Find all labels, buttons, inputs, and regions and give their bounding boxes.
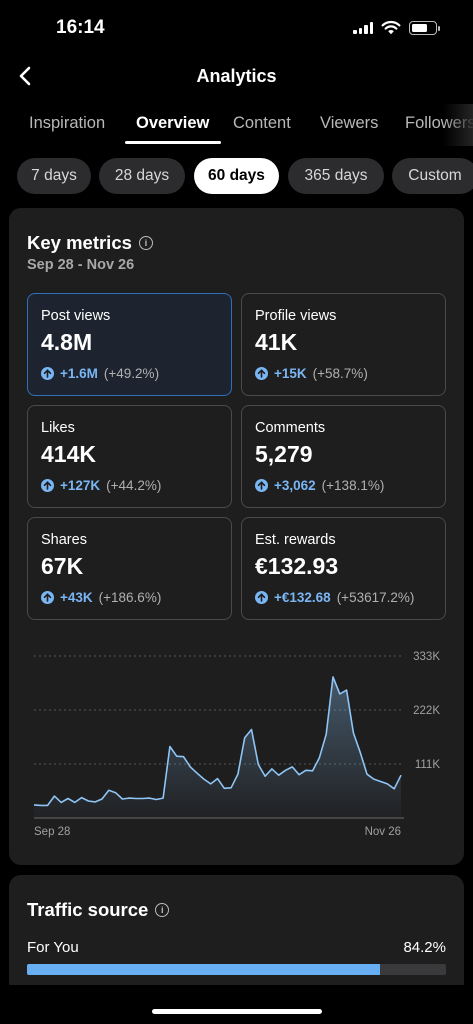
range-365-days[interactable]: 365 days (288, 158, 384, 194)
metric-change: +15K (+58.7%) (255, 366, 368, 381)
key-metrics-header: Key metrics i (27, 232, 153, 254)
metric-percent: (+138.1%) (321, 478, 385, 493)
chart-series-line (33, 676, 402, 807)
chart-area-fill (34, 676, 401, 818)
metric-change: +43K (+186.6%) (41, 590, 161, 605)
metric-delta: +3,062 (274, 478, 316, 493)
tab-viewers[interactable]: Viewers (320, 114, 379, 132)
status-bar: 16:14 (0, 0, 473, 56)
info-icon[interactable]: i (138, 236, 153, 250)
metric-value: 4.8M (41, 329, 93, 355)
traffic-source-header: Traffic source i (27, 899, 170, 921)
metric-label: Profile views (255, 308, 337, 324)
info-icon[interactable]: i (155, 903, 170, 917)
metric-label: Comments (255, 420, 326, 436)
cellular-signal-icon (353, 21, 373, 34)
metric-label: Est. rewards (255, 532, 336, 548)
tab-inspiration[interactable]: Inspiration (29, 114, 106, 132)
arrow-up-icon (255, 591, 268, 604)
metric-value: 67K (41, 553, 84, 579)
tab-bar: Inspiration Overview Content Viewers Fol… (0, 104, 473, 146)
range-7-days[interactable]: 7 days (17, 158, 91, 194)
traffic-progress-bar (27, 964, 446, 975)
arrow-up-icon (255, 367, 268, 380)
metric-change: +€132.68 (+53617.2%) (255, 590, 414, 605)
metric-post-views[interactable]: Post views 4.8M +1.6M (+49.2%) (27, 293, 232, 396)
metric-shares[interactable]: Shares 67K +43K (+186.6%) (27, 517, 232, 620)
arrow-up-icon (41, 479, 54, 492)
y-tick-label: 111K (415, 759, 440, 771)
tab-overview[interactable]: Overview (136, 114, 210, 132)
traffic-progress-fill (27, 964, 380, 975)
metric-label: Post views (41, 308, 111, 324)
metric-profile-views[interactable]: Profile views 41K +15K (+58.7%) (241, 293, 446, 396)
metric-percent: (+49.2%) (103, 366, 160, 381)
range-custom[interactable]: Custom (392, 158, 473, 194)
range-60-days[interactable]: 60 days (194, 158, 279, 194)
y-tick-label: 222K (413, 705, 440, 717)
date-range-label: Sep 28 - Nov 26 (27, 257, 135, 273)
home-indicator (152, 1009, 322, 1014)
x-tick-label-start: Sep 28 (34, 826, 70, 838)
metric-label: Likes (41, 420, 75, 436)
metric-percent: (+58.7%) (312, 366, 368, 381)
tabs-scroll-fade (443, 104, 473, 146)
date-range-selector: 7 days 28 days 60 days 365 days Custom (0, 158, 473, 196)
metric-delta: +€132.68 (274, 590, 331, 605)
metric-comments[interactable]: Comments 5,279 +3,062 (+138.1%) (241, 405, 446, 508)
metric-delta: +1.6M (60, 366, 98, 381)
tab-content[interactable]: Content (233, 114, 291, 132)
x-tick-label-end: Nov 26 (365, 826, 401, 838)
metric-percent: (+44.2%) (106, 478, 162, 493)
arrow-up-icon (41, 591, 54, 604)
page-title: Analytics (196, 66, 277, 86)
back-chevron-icon[interactable] (14, 64, 38, 88)
metric-delta: +127K (60, 478, 101, 493)
y-tick-label: 333K (413, 651, 440, 663)
metric-percent: (+53617.2%) (336, 590, 415, 605)
metric-change: +127K (+44.2%) (41, 478, 161, 493)
metric-label: Shares (41, 532, 87, 548)
status-icons (353, 20, 440, 35)
post-views-chart[interactable]: 333K 222K 111K Sep 28 Nov 26 (9, 638, 464, 848)
range-28-days[interactable]: 28 days (99, 158, 185, 194)
metric-value: 414K (41, 441, 96, 467)
metric-value: €132.93 (255, 553, 339, 579)
arrow-up-icon (255, 479, 268, 492)
status-time: 16:14 (56, 17, 105, 38)
bottom-safe-area (0, 985, 473, 1024)
active-tab-indicator (125, 141, 221, 144)
traffic-source-title: Traffic source (27, 899, 149, 920)
key-metrics-title: Key metrics (27, 232, 132, 253)
nav-bar: Analytics (0, 56, 473, 100)
metric-likes[interactable]: Likes 414K +127K (+44.2%) (27, 405, 232, 508)
metric-change: +1.6M (+49.2%) (41, 366, 159, 381)
metric-delta: +15K (274, 366, 307, 381)
metric-value: 5,279 (255, 441, 313, 467)
metric-value: 41K (255, 329, 298, 355)
battery-icon (409, 20, 440, 35)
wifi-icon (381, 20, 401, 35)
key-metrics-card: Key metrics i Sep 28 - Nov 26 Post views… (9, 208, 464, 865)
traffic-label: For You (27, 939, 79, 956)
traffic-percent: 84.2% (403, 939, 446, 956)
metric-delta: +43K (60, 590, 93, 605)
metric-est-rewards[interactable]: Est. rewards €132.93 +€132.68 (+53617.2%… (241, 517, 446, 620)
arrow-up-icon (41, 367, 54, 380)
traffic-source-card: Traffic source i For You 84.2% (9, 875, 464, 995)
metric-change: +3,062 (+138.1%) (255, 478, 384, 493)
metric-percent: (+186.6%) (98, 590, 162, 605)
